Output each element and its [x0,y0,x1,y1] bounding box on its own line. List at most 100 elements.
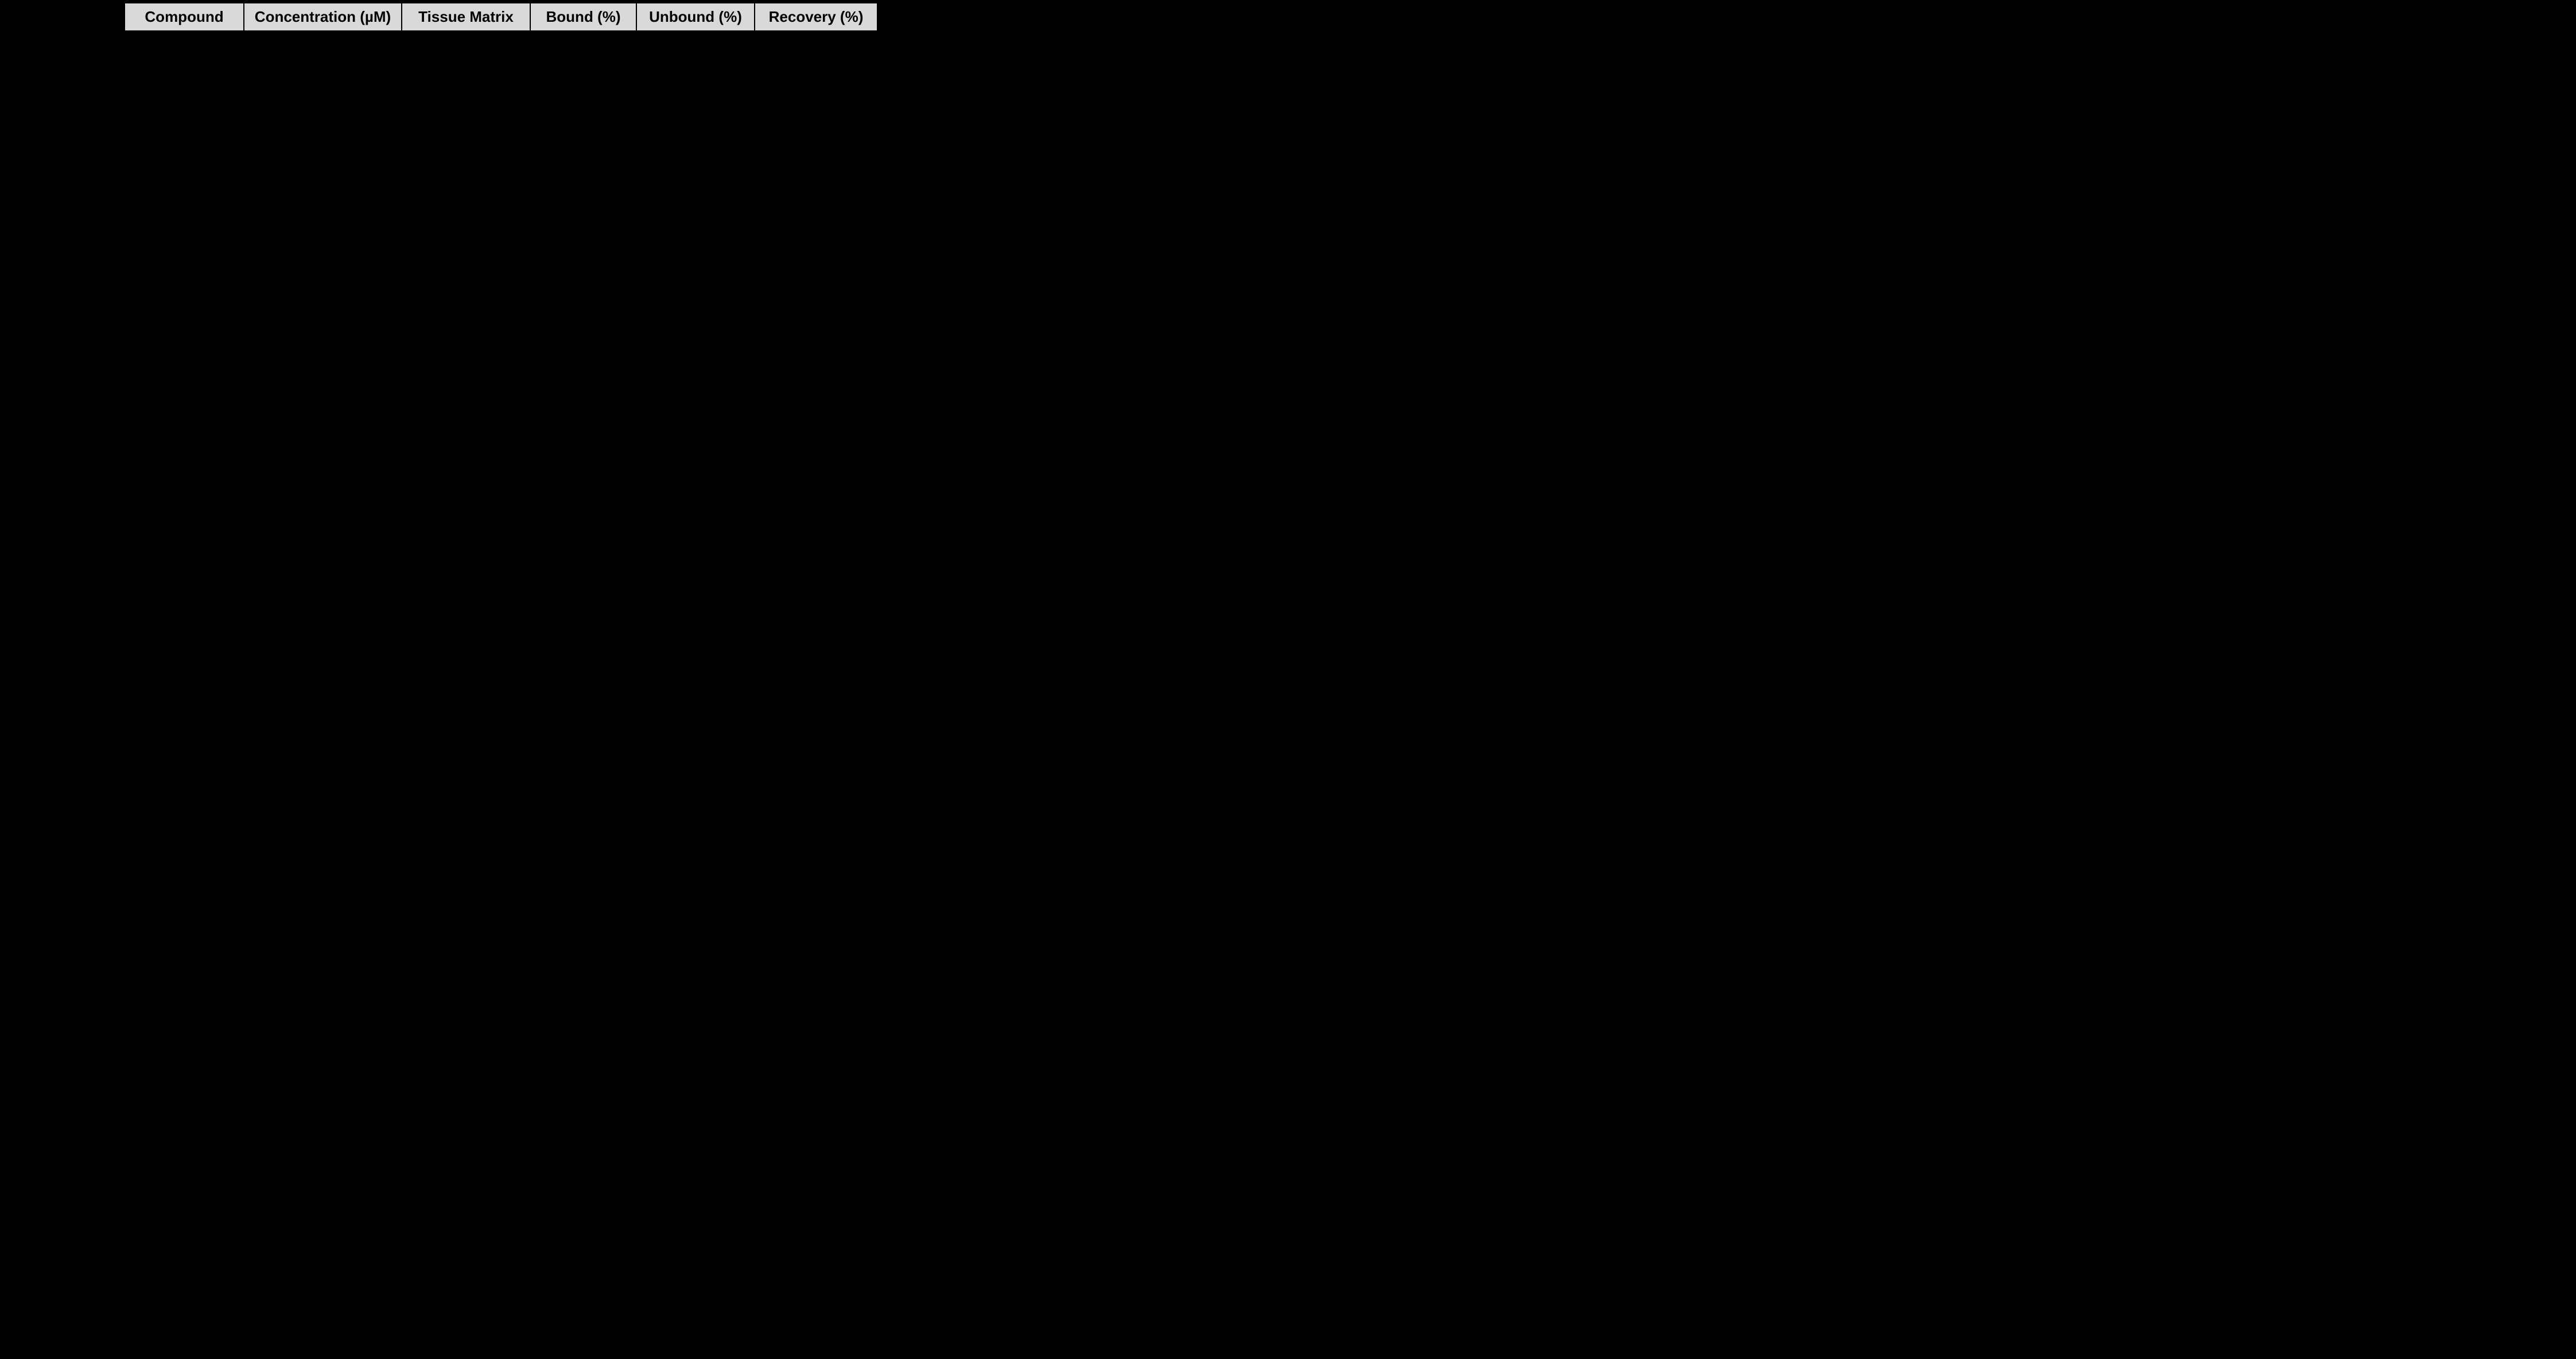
table-cell [125,105,244,114]
table-header: Compound Concentration (µM) Tissue Matri… [125,3,877,31]
table-cell [755,151,877,160]
table-cell [636,114,755,123]
table-cell [402,114,530,123]
table-cell [755,123,877,133]
table-cell [530,31,636,41]
table-cell [244,169,402,178]
table-cell [402,133,530,142]
table-cell [244,160,402,169]
column-header-unbound: Unbound (%) [636,3,755,31]
table-cell [402,77,530,87]
table-cell [244,133,402,142]
table-cell [530,160,636,169]
table-cell [125,160,244,169]
table-cell [125,77,244,87]
column-header-compound: Compound [125,3,244,31]
table-cell [244,31,402,41]
table-cell [125,114,244,123]
table-cell [530,77,636,87]
table-row [125,123,877,133]
table-cell [755,77,877,87]
table-cell [530,50,636,59]
table-cell [402,59,530,68]
table-cell [402,31,530,41]
table-cell [125,59,244,68]
table-cell [755,96,877,105]
table-cell [636,31,755,41]
column-header-recovery: Recovery (%) [755,3,877,31]
table-cell [755,87,877,96]
table-row [125,31,877,41]
table-cell [244,114,402,123]
data-table: Compound Concentration (µM) Tissue Matri… [124,2,878,178]
table-header-row: Compound Concentration (µM) Tissue Matri… [125,3,877,31]
table-cell [755,68,877,77]
table-cell [125,68,244,77]
table-cell [755,169,877,178]
table-row [125,160,877,169]
table-cell [636,59,755,68]
table-cell [530,133,636,142]
table-cell [125,96,244,105]
table-cell [402,41,530,50]
table-cell [244,59,402,68]
table-row [125,96,877,105]
table-row [125,105,877,114]
table-cell [636,50,755,59]
table-cell [244,96,402,105]
table-cell [402,87,530,96]
table-cell [244,87,402,96]
table-cell [125,31,244,41]
table-cell [244,41,402,50]
table-row [125,59,877,68]
table-cell [755,133,877,142]
table-cell [125,87,244,96]
table-cell [244,123,402,133]
table-cell [402,142,530,151]
table-cell [125,133,244,142]
table-cell [636,87,755,96]
table-cell [755,41,877,50]
table-cell [755,50,877,59]
table-row [125,169,877,178]
table-cell [530,41,636,50]
table-row [125,87,877,96]
table-row [125,142,877,151]
table-cell [755,142,877,151]
table-cell [636,68,755,77]
table-cell [125,50,244,59]
table-cell [530,151,636,160]
table-cell [636,77,755,87]
table-row [125,114,877,123]
table-cell [402,50,530,59]
table-cell [402,68,530,77]
table-cell [244,151,402,160]
table-row [125,133,877,142]
table-cell [244,142,402,151]
table-cell [244,105,402,114]
table-cell [244,50,402,59]
table-row [125,68,877,77]
table-cell [530,142,636,151]
table-cell [125,123,244,133]
table-cell [530,105,636,114]
table-row [125,41,877,50]
table-cell [402,160,530,169]
table-cell [530,114,636,123]
table-cell [402,151,530,160]
table-cell [636,123,755,133]
table-cell [402,96,530,105]
table-cell [636,133,755,142]
table-cell [755,105,877,114]
table-cell [636,41,755,50]
table-body [125,31,877,178]
table-cell [636,169,755,178]
table-cell [530,68,636,77]
table-cell [636,96,755,105]
table-row [125,151,877,160]
column-header-tissue-matrix: Tissue Matrix [402,3,530,31]
table-cell [125,41,244,50]
table-cell [530,96,636,105]
table-cell [125,142,244,151]
table-cell [244,77,402,87]
